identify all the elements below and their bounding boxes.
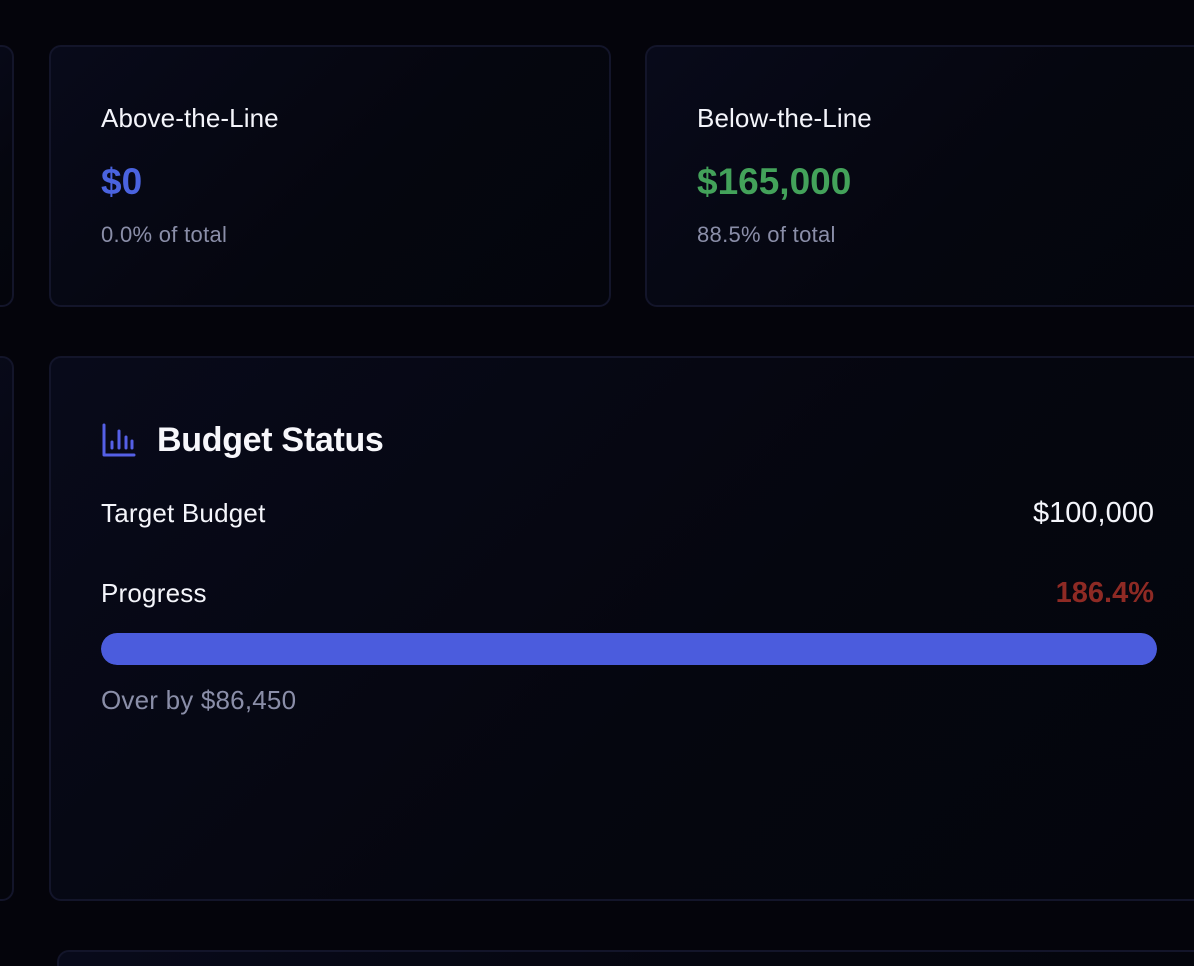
over-budget-text: Over by $86,450 [101,685,297,715]
progress-label: Progress [101,578,207,608]
above-the-line-card: Above-the-Line $0 0.0% of total [49,45,611,307]
below-the-line-card: Below-the-Line $165,000 88.5% of total [645,45,1194,307]
below-the-line-label: Below-the-Line [697,103,872,133]
budget-progress-bar [101,633,1157,665]
below-the-line-value: $165,000 [697,161,852,202]
budget-status-header: Budget Status [101,420,384,460]
stat-card-partial [0,45,14,307]
above-the-line-label: Above-the-Line [101,103,279,133]
panel-partial [0,356,14,901]
above-the-line-value: $0 [101,161,143,202]
progress-percent: 186.4% [1055,577,1154,609]
next-panel-partial [57,950,1194,966]
budget-progress-fill [101,633,1157,665]
budget-status-card: Budget Status Target Budget $100,000 Pro… [49,356,1194,901]
target-budget-value: $100,000 [1033,497,1154,529]
bar-chart-icon [102,423,136,457]
budget-status-title: Budget Status [157,420,384,459]
above-the-line-share: 0.0% of total [101,222,228,247]
below-the-line-share: 88.5% of total [697,222,836,247]
target-budget-label: Target Budget [101,498,266,528]
